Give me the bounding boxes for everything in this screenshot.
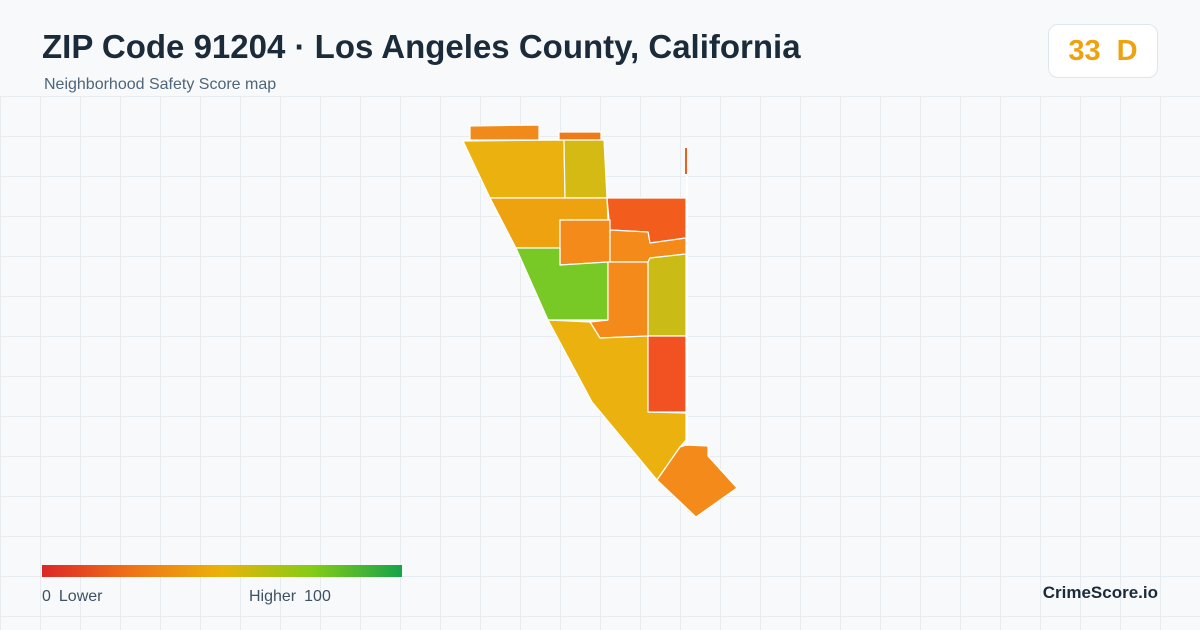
score-value: 33 xyxy=(1068,34,1101,67)
brand-logo-text: CrimeScore.io xyxy=(1042,583,1158,602)
map-region[interactable] xyxy=(462,139,566,199)
map-region[interactable] xyxy=(647,253,687,337)
legend-max-value: 100 xyxy=(304,588,331,605)
legend-max-label: Higher 100 xyxy=(249,588,339,606)
score-badge: 33 D xyxy=(1048,24,1158,78)
page-title: ZIP Code 91204 · Los Angeles County, Cal… xyxy=(42,28,801,65)
map-region[interactable] xyxy=(559,219,611,266)
map-region[interactable] xyxy=(563,139,608,199)
header: ZIP Code 91204 · Los Angeles County, Cal… xyxy=(0,0,1200,96)
legend-max-text: Higher xyxy=(249,588,297,605)
map-region[interactable] xyxy=(558,131,602,141)
legend-min-label: 0 Lower xyxy=(42,588,110,606)
map-region[interactable] xyxy=(469,124,540,141)
score-grade: D xyxy=(1116,34,1138,67)
map-region[interactable] xyxy=(647,335,687,413)
page-subtitle: Neighborhood Safety Score map xyxy=(44,76,277,93)
map-region[interactable] xyxy=(656,444,738,518)
map-boundary-edge xyxy=(686,146,688,446)
legend-min-text: Lower xyxy=(58,588,103,605)
map-boundary-sliver xyxy=(685,148,687,174)
legend-gradient-bar xyxy=(42,565,402,577)
legend-min-value: 0 xyxy=(42,588,51,605)
